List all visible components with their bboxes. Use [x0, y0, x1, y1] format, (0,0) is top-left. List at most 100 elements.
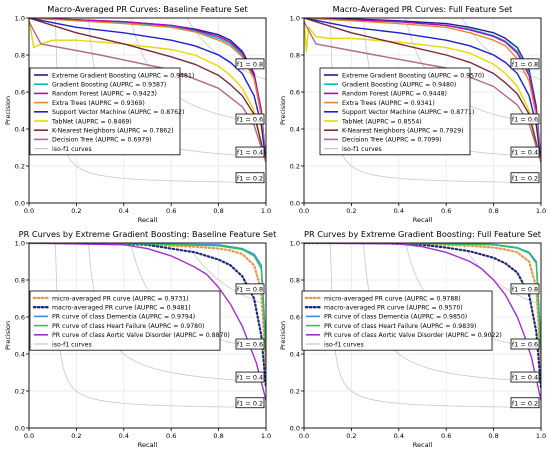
iso-f1-label: f1 = 0.4 [510, 371, 540, 383]
y-axis-label: Precision [4, 96, 12, 125]
series-line-4 [304, 243, 541, 355]
series-line-4 [304, 18, 541, 163]
x-tick-label: 0.2 [71, 207, 81, 215]
x-tick-label: 1.0 [536, 207, 546, 215]
svg-text:f1 = 0.2: f1 = 0.2 [237, 399, 263, 407]
legend-entry: PR curve of class Aortic Valve Disorder … [324, 332, 502, 339]
legend-entry: Support Vector Machine (AUPRC = 0.8771) [342, 109, 474, 116]
iso-f1-label: f1 = 0.6 [235, 113, 265, 125]
svg-text:f1 = 0.2: f1 = 0.2 [512, 399, 538, 407]
y-tick-label: 0.6 [15, 313, 25, 321]
legend-entry: TabNet (AUPRC = 0.8554) [341, 118, 422, 125]
x-tick-label: 0.4 [394, 432, 404, 440]
legend-entry: Decision Tree (AUPRC = 0.7099) [342, 137, 442, 144]
x-tick-label: 0.6 [166, 432, 176, 440]
legend-box [29, 290, 221, 351]
chart-panel-1: f1 = 0.8 f1 = 0.6 f1 = 0.4 f1 = 0.2 0.0 0.2 0.… [4, 4, 271, 224]
x-tick-label: 0.0 [299, 207, 309, 215]
x-tick-label: 0.2 [346, 207, 356, 215]
svg-text:f1 = 0.6: f1 = 0.6 [237, 116, 263, 124]
legend-entry: K-Nearest Neighbors (AUPRC = 0.7862) [52, 128, 174, 135]
y-tick-label: 0.2 [15, 162, 25, 170]
y-axis-label: Precision [279, 96, 287, 125]
svg-text:f1 = 0.4: f1 = 0.4 [512, 374, 538, 382]
iso-f1-curve [54, 243, 266, 408]
legend-entry: Decision Tree (AUPRC = 0.6979) [52, 137, 152, 144]
legend-entry: K-Nearest Neighbors (AUPRC = 0.7929) [342, 128, 464, 135]
iso-f1-label: f1 = 0.6 [235, 338, 265, 350]
x-tick-label: 0.2 [346, 432, 356, 440]
y-tick-label: 0.8 [15, 51, 25, 59]
legend-box [319, 67, 471, 156]
series-line-5 [304, 18, 541, 163]
legend-entry: Support Vector Machine (AUPRC = 0.8762) [52, 109, 184, 116]
y-tick-label: 0.2 [15, 387, 25, 395]
legend-entry: iso-f1 curves [52, 146, 92, 153]
x-tick-label: 0.4 [394, 207, 404, 215]
svg-text:f1 = 0.4: f1 = 0.4 [237, 374, 263, 382]
x-axis-label: Recall [413, 216, 433, 224]
x-tick-label: 0.8 [488, 432, 498, 440]
x-tick-label: 1.0 [261, 207, 271, 215]
legend-entry: iso-f1 curves [324, 341, 364, 348]
axes-frame [28, 17, 267, 204]
iso-f1-label: f1 = 0.2 [510, 397, 540, 409]
legend: Extreme Gradient Boosting (AUPRC = 0.948… [29, 67, 194, 156]
axes-frame [28, 242, 267, 429]
iso-f1-curve [461, 243, 541, 306]
chart-title: Macro-Averaged PR Curves: Full Feature S… [333, 4, 514, 14]
y-tick-label: 0.2 [290, 387, 300, 395]
iso-f1-label: f1 = 0.8 [235, 283, 265, 295]
x-axis-label: Recall [413, 441, 433, 449]
iso-f1-curve [54, 18, 266, 183]
legend-entry: Gradient Boosting (AUPRC = 0.9480) [342, 82, 456, 89]
y-tick-label: 0.8 [290, 276, 300, 284]
legend-entry: PR curve of class Heart Failure (AUPRC =… [324, 323, 476, 330]
legend: micro-averaged PR curve (AUPRC = 0.9731)… [29, 290, 230, 351]
x-axis-label: Recall [138, 216, 158, 224]
legend-entry: PR curve of class Dementia (AUPRC = 0.98… [324, 314, 467, 321]
y-tick-label: 0.6 [290, 313, 300, 321]
y-tick-label: 1.0 [15, 14, 25, 22]
svg-text:f1 = 0.6: f1 = 0.6 [512, 341, 538, 349]
svg-text:f1 = 0.8: f1 = 0.8 [512, 60, 538, 68]
x-tick-label: 0.4 [119, 432, 129, 440]
series-line-7 [304, 18, 541, 163]
y-tick-label: 0.4 [15, 350, 25, 358]
legend-entry: micro-averaged PR curve (AUPRC = 0.9788) [324, 295, 461, 302]
chart-panel-4: f1 = 0.8 f1 = 0.6 f1 = 0.4 f1 = 0.2 0.0 0.2 0.… [279, 229, 546, 449]
y-axis-label: Precision [279, 321, 287, 350]
series-line-2 [29, 243, 266, 389]
svg-text:f1 = 0.2: f1 = 0.2 [237, 174, 263, 182]
legend-entry: Random Forest (AUPRC = 0.9448) [342, 91, 447, 98]
series-line-6 [304, 18, 541, 163]
series-line-1 [304, 243, 541, 368]
y-tick-label: 0.8 [290, 51, 300, 59]
x-tick-label: 0.0 [299, 432, 309, 440]
legend-entry: Extreme Gradient Boosting (AUPRC = 0.948… [52, 72, 194, 79]
iso-f1-label: f1 = 0.6 [510, 113, 540, 125]
chart-title: PR Curves by Extreme Gradient Boosting: … [304, 229, 542, 239]
y-tick-label: 0.6 [15, 88, 25, 96]
legend-entry: iso-f1 curves [52, 341, 92, 348]
y-tick-label: 0.0 [15, 424, 25, 432]
x-tick-label: 0.6 [166, 207, 176, 215]
legend-box [301, 290, 493, 351]
chart-title: Macro-Averaged PR Curves: Baseline Featu… [47, 4, 248, 14]
y-axis-label: Precision [4, 321, 12, 350]
legend-entry: macro-averaged PR curve (AUPRC = 0.9570) [324, 305, 463, 312]
y-tick-label: 0.4 [290, 350, 300, 358]
svg-text:f1 = 0.2: f1 = 0.2 [512, 174, 538, 182]
iso-f1-label: f1 = 0.4 [235, 371, 265, 383]
series-line-1 [29, 243, 266, 368]
y-tick-label: 1.0 [290, 239, 300, 247]
legend: micro-averaged PR curve (AUPRC = 0.9788)… [301, 290, 502, 351]
svg-text:f1 = 0.6: f1 = 0.6 [237, 341, 263, 349]
series-line-3 [304, 18, 541, 163]
legend-entry: PR curve of class Heart Failure (AUPRC =… [52, 323, 204, 330]
axes-frame [303, 17, 542, 204]
svg-text:f1 = 0.8: f1 = 0.8 [512, 285, 538, 293]
series-line-1 [304, 18, 541, 163]
y-tick-label: 0.4 [15, 125, 25, 133]
series-line-4 [29, 18, 266, 163]
